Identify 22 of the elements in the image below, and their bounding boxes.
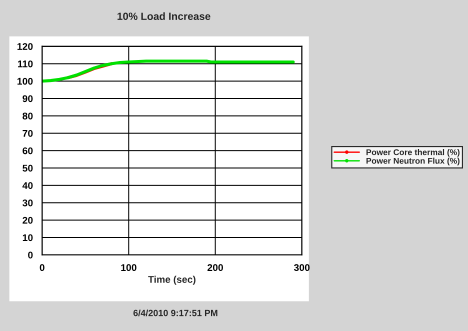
y-tick-label: 120: [17, 43, 33, 50]
legend-label: Power Core thermal (%): [366, 149, 460, 157]
y-tick-label: 20: [22, 216, 33, 224]
legend-label: Power Neutron Flux (%): [366, 158, 460, 166]
y-tick-label: 90: [22, 95, 33, 102]
chart-title: 10% Load Increase: [118, 12, 210, 20]
text: 6/4/2010 9:17:51 PM: [133, 310, 218, 316]
x-tick-label: 0: [40, 264, 44, 272]
y-tick-label: 0: [28, 252, 33, 258]
x-tick-label: 200: [208, 264, 223, 272]
x-tick-label: 300: [294, 264, 310, 272]
y-tick-label: 110: [18, 60, 33, 68]
x-axis-title: Time (sec): [148, 276, 196, 285]
y-tick-label: 10: [22, 234, 33, 242]
y-tick-label: 80: [22, 112, 33, 120]
y-tick-label: 30: [22, 199, 33, 206]
y-tick-label: 40: [22, 182, 33, 189]
y-tick-label: 100: [17, 78, 33, 85]
x-tick-label: 100: [121, 264, 136, 272]
y-tick-label: 60: [22, 147, 33, 154]
y-tick-label: 50: [22, 164, 33, 172]
y-tick-label: 70: [22, 130, 33, 137]
